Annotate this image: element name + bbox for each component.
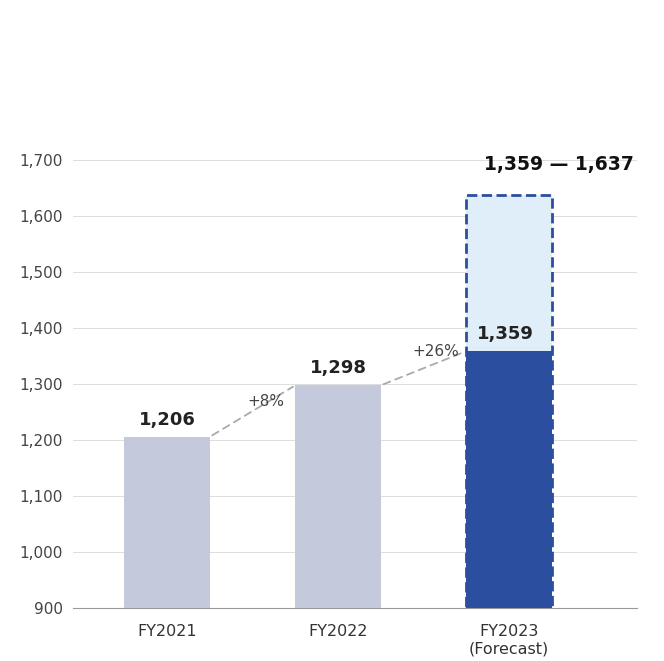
Text: +26%: +26% [412, 344, 459, 359]
Text: 1,359: 1,359 [477, 325, 534, 343]
Bar [466, 196, 552, 351]
Text: 1,206: 1,206 [139, 411, 195, 429]
Bar [466, 351, 552, 608]
Text: +8%: +8% [248, 395, 285, 409]
Text: 1,359 — 1,637: 1,359 — 1,637 [484, 155, 634, 174]
Text: Earnings Per Share: Earnings Per Share [182, 62, 482, 90]
Text: 1,298: 1,298 [309, 360, 367, 377]
Bar [124, 437, 210, 608]
Bar [295, 385, 381, 608]
Bar [466, 196, 552, 608]
